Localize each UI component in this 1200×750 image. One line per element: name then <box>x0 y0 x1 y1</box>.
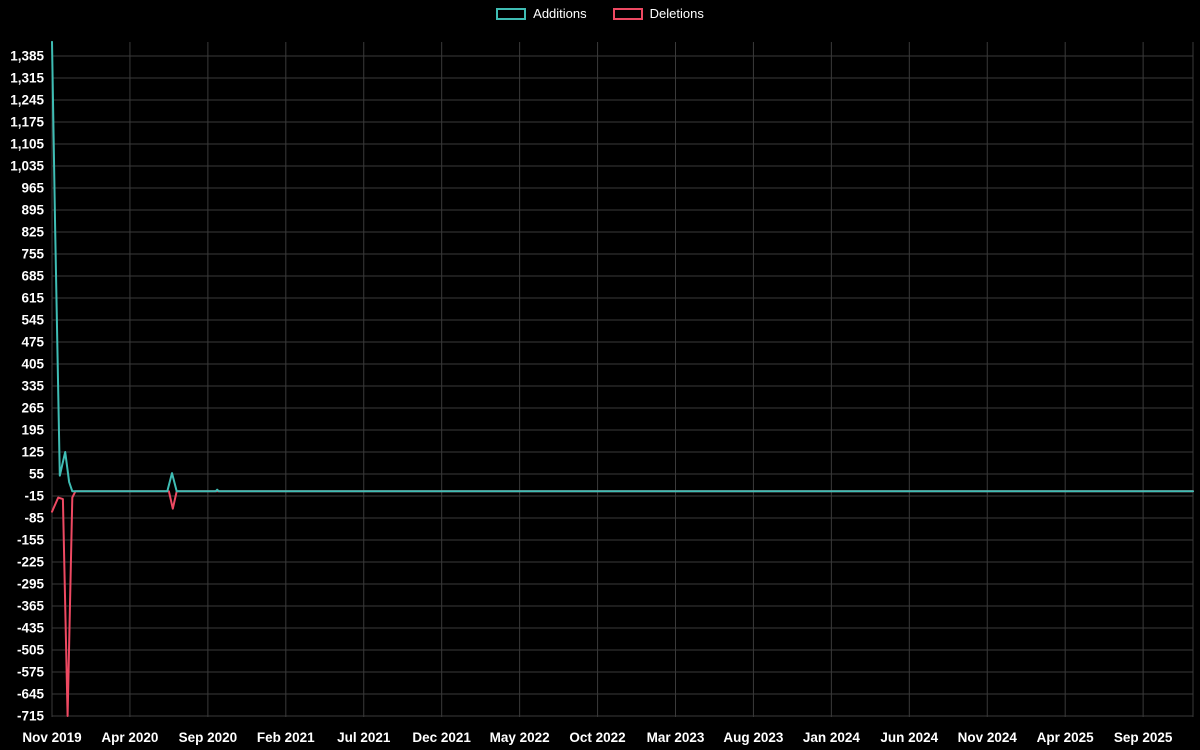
x-tick-label: Apr 2020 <box>101 730 158 745</box>
y-tick-label: 685 <box>21 269 44 284</box>
legend-label-deletions: Deletions <box>649 6 704 21</box>
y-tick-label: 55 <box>29 467 45 482</box>
y-tick-label: 965 <box>21 181 44 196</box>
series-line-deletions <box>51 490 1194 717</box>
x-tick-label: May 2022 <box>490 730 550 745</box>
deletions-swatch <box>612 7 643 20</box>
y-tick-label: -155 <box>17 533 45 548</box>
y-tick-label: 405 <box>21 357 44 372</box>
legend-label-additions: Additions <box>533 6 587 21</box>
y-tick-label: 1,385 <box>10 49 44 64</box>
x-tick-label: Apr 2025 <box>1037 730 1095 745</box>
y-tick-label: 265 <box>21 401 44 416</box>
legend-item-deletions[interactable]: Deletions <box>612 6 704 21</box>
legend-item-additions[interactable]: Additions <box>496 6 587 21</box>
x-tick-label: Oct 2022 <box>569 730 625 745</box>
x-tick-label: Jan 2024 <box>803 730 861 745</box>
y-tick-label: -575 <box>17 665 45 680</box>
additions-swatch <box>496 7 527 20</box>
y-tick-label: 1,315 <box>10 71 44 86</box>
y-tick-label: 615 <box>21 291 44 306</box>
y-tick-label: 1,175 <box>10 115 44 130</box>
x-tick-label: Feb 2021 <box>257 730 315 745</box>
series-line-additions <box>51 40 1194 493</box>
y-tick-label: 1,035 <box>10 159 44 174</box>
x-tick-label: Nov 2024 <box>958 730 1018 745</box>
x-tick-label: Aug 2023 <box>723 730 784 745</box>
y-tick-label: 195 <box>21 423 44 438</box>
x-tick-label: Jul 2021 <box>337 730 391 745</box>
y-tick-label: 755 <box>21 247 44 262</box>
x-tick-label: Sep 2025 <box>1114 730 1173 745</box>
y-tick-label: 335 <box>21 379 44 394</box>
y-tick-label: -225 <box>17 555 45 570</box>
y-tick-label: 825 <box>21 225 44 240</box>
x-tick-label: Jun 2024 <box>880 730 938 745</box>
y-tick-label: 545 <box>21 313 44 328</box>
x-tick-label: Sep 2020 <box>179 730 238 745</box>
y-tick-label: -505 <box>17 643 45 658</box>
y-tick-label: 895 <box>21 203 44 218</box>
y-tick-label: -645 <box>17 687 45 702</box>
y-tick-label: -435 <box>17 621 45 636</box>
y-tick-label: -85 <box>24 511 44 526</box>
y-tick-label: 475 <box>21 335 44 350</box>
x-tick-label: Mar 2023 <box>647 730 705 745</box>
y-tick-label: 1,105 <box>10 137 44 152</box>
y-tick-label: -715 <box>17 709 45 724</box>
y-tick-label: 1,245 <box>10 93 44 108</box>
x-tick-label: Dec 2021 <box>412 730 471 745</box>
chart-legend: Additions Deletions <box>0 7 1200 20</box>
y-tick-label: -15 <box>24 489 44 504</box>
x-tick-label: Nov 2019 <box>22 730 81 745</box>
y-tick-label: 125 <box>21 445 44 460</box>
y-tick-label: -365 <box>17 599 45 614</box>
y-tick-label: -295 <box>17 577 45 592</box>
